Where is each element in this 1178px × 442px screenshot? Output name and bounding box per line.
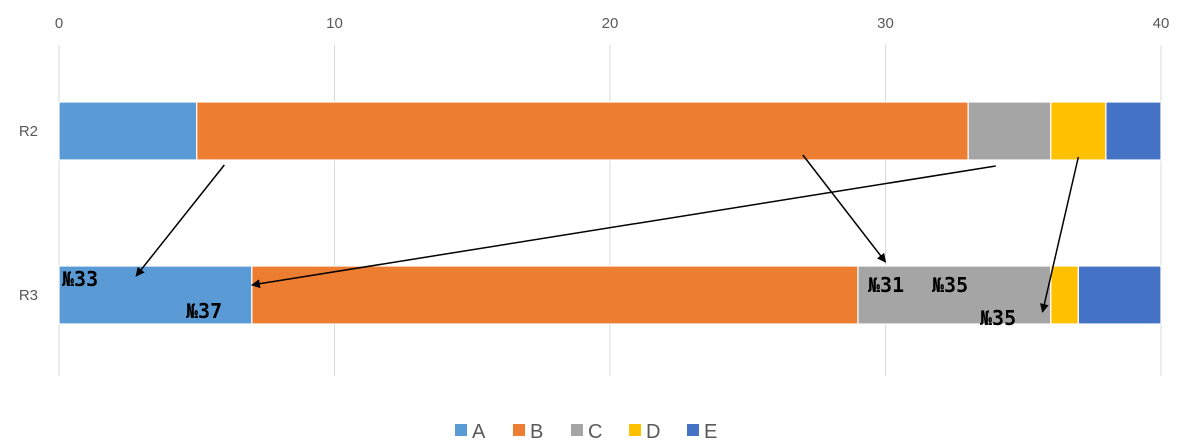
legend-swatch-a: [455, 424, 467, 436]
arrow-2: [250, 165, 996, 289]
legend-item-b: B: [513, 421, 543, 442]
bar-r2-c: [967, 101, 1052, 161]
arrow-1: [135, 164, 225, 277]
arrows: [135, 154, 1080, 313]
bar-r3-a: [58, 265, 253, 325]
category-label-r3: R3: [19, 287, 38, 304]
legend-label-d: D: [646, 421, 660, 442]
bar-r2-e: [1105, 101, 1162, 161]
legend-label-a: A: [472, 421, 486, 442]
legend-swatch-d: [629, 424, 641, 436]
annotation-label-4: №35: [931, 273, 968, 297]
legend-swatch-e: [687, 424, 699, 436]
annotations: №33 №37 №31 №35 №35: [61, 267, 1016, 330]
bar-r3-b: [251, 265, 859, 325]
annotation-label-3: №31: [867, 273, 904, 297]
x-tick-label-10: 10: [326, 15, 343, 32]
x-axis-ticks: 0 10 20 30 40: [55, 15, 1170, 32]
legend-item-d: D: [629, 421, 660, 442]
arrow-4: [1039, 156, 1080, 313]
legend-label-e: E: [704, 421, 717, 442]
x-tick-label-0: 0: [55, 15, 63, 32]
bars: [58, 101, 1162, 325]
x-tick-label-30: 30: [877, 15, 894, 32]
annotation-label-2: №37: [185, 299, 222, 323]
legend-label-b: B: [530, 421, 543, 442]
bar-r3-e: [1077, 265, 1162, 325]
bar-r2-b: [196, 101, 969, 161]
y-axis-categories: R2 R3: [19, 123, 38, 304]
legend: A B C D E: [455, 421, 717, 442]
category-label-r2: R2: [19, 123, 38, 140]
x-tick-label-40: 40: [1153, 15, 1170, 32]
legend-label-c: C: [588, 421, 602, 442]
arrow-3: [802, 154, 887, 263]
legend-swatch-c: [571, 424, 583, 436]
bar-r2-a: [58, 101, 198, 161]
legend-swatch-b: [513, 424, 525, 436]
x-tick-label-20: 20: [602, 15, 619, 32]
legend-item-e: E: [687, 421, 717, 442]
bar-r2-d: [1050, 101, 1107, 161]
annotation-label-5: №35: [979, 306, 1016, 330]
legend-item-c: C: [571, 421, 602, 442]
bar-r3-d: [1050, 265, 1079, 325]
legend-item-a: A: [455, 421, 486, 442]
annotation-label-1: №33: [61, 267, 98, 291]
